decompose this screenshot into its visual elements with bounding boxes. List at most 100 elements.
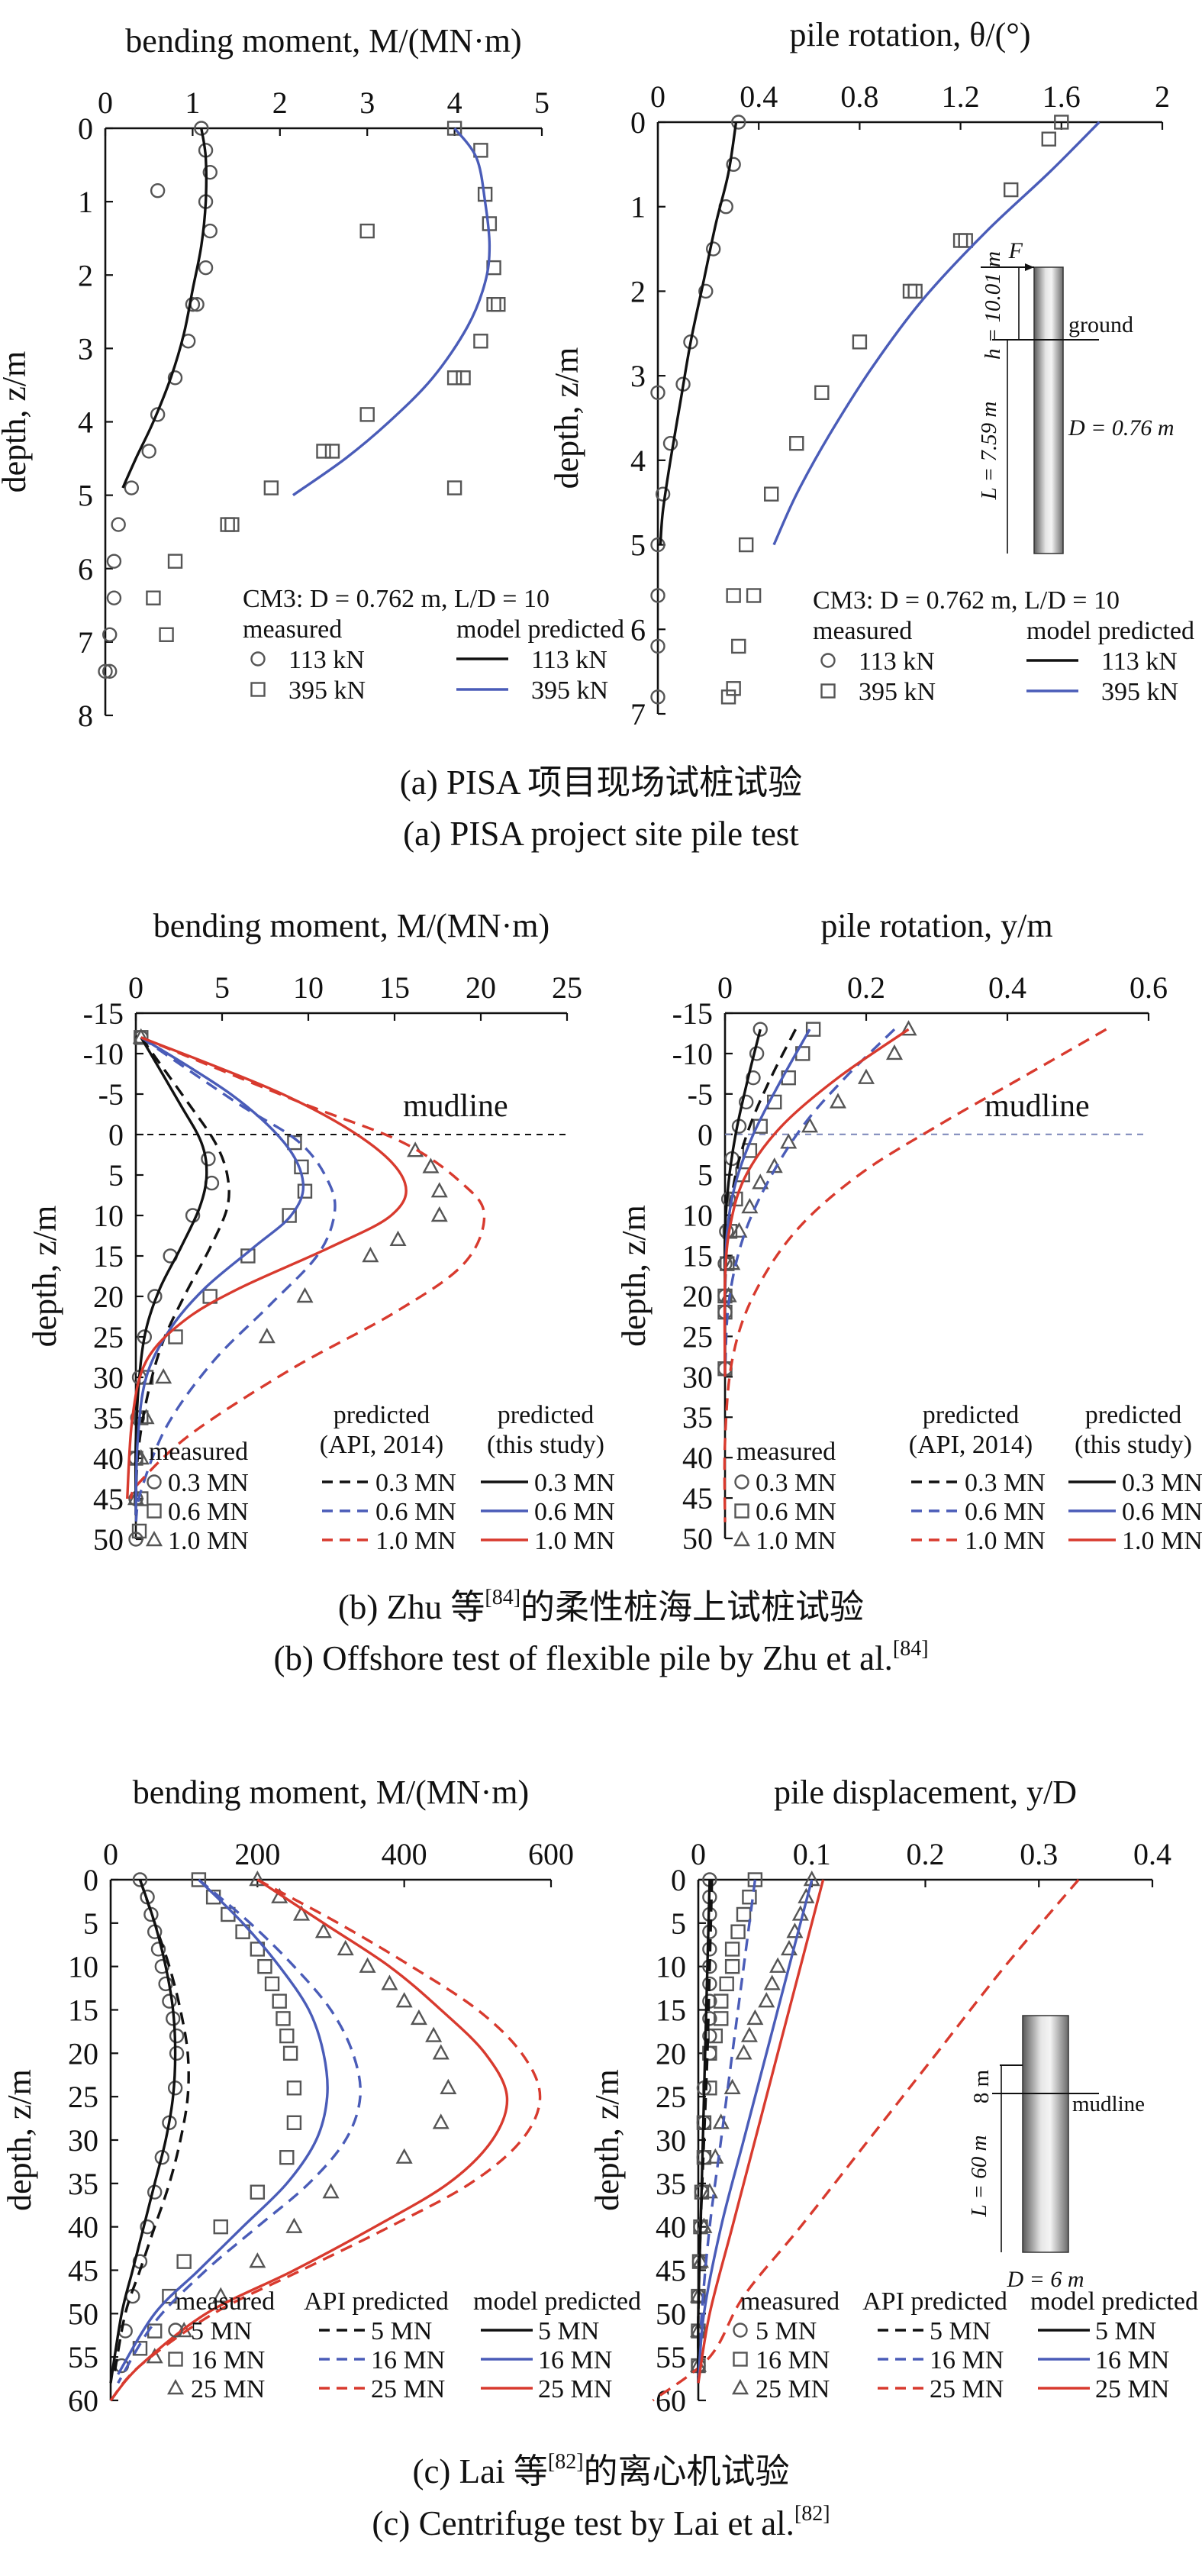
data-point: [250, 2184, 266, 2200]
data-point: [425, 2026, 443, 2042]
chart-title: pile displacement, y/D: [774, 1774, 1077, 1811]
legend-group-study-sub: (this study): [1075, 1431, 1192, 1459]
series-line: [117, 1878, 329, 2375]
y-axis-label: depth, z/m: [1, 2069, 38, 2211]
data-point: [282, 2045, 298, 2061]
data-point: [293, 1905, 311, 1921]
x-tick-label: 4: [447, 86, 462, 120]
series-line: [109, 1879, 177, 2384]
series-line: [109, 1878, 509, 2402]
series-line: [134, 1036, 208, 1516]
y-tick-label: 20: [68, 2036, 98, 2071]
legend-marker: [820, 653, 836, 668]
y-tick-label: 15: [93, 1239, 124, 1273]
data-point: [362, 1246, 379, 1263]
data-point: [805, 1022, 821, 1037]
data-point: [279, 2028, 295, 2044]
legend-label: 16 MN: [930, 2346, 1004, 2374]
data-point: [701, 2183, 718, 2199]
x-tick-label: 0.2: [847, 970, 885, 1005]
legend-marker: [168, 2352, 183, 2367]
data-point: [752, 1022, 768, 1037]
series-c1-3: [113, 1879, 190, 2375]
legend-marker: [168, 2323, 183, 2338]
y-tick-label: 40: [682, 1441, 713, 1475]
y-tick-label: 35: [656, 2167, 686, 2201]
y-tick-label: 20: [682, 1279, 713, 1313]
data-point: [316, 444, 331, 459]
y-axis-label: depth, z/m: [615, 1205, 653, 1347]
series-line: [292, 127, 491, 496]
data-point: [736, 1906, 752, 1922]
x-tick-label: 200: [234, 1837, 280, 1871]
inset-h-label: 8 m: [969, 2069, 994, 2103]
data-point: [264, 1976, 280, 1992]
data-point: [250, 1942, 266, 1957]
data-point: [159, 627, 174, 642]
y-tick-label: 25: [656, 2080, 686, 2114]
series-line: [723, 1028, 1107, 1522]
data-point: [902, 283, 918, 299]
legend-label: 113 kN: [859, 647, 935, 676]
series-c1-7: [117, 1878, 329, 2375]
data-point: [1041, 131, 1056, 147]
data-point: [650, 385, 665, 400]
data-point: [763, 1974, 781, 1990]
y-tick-label: 1: [630, 190, 646, 224]
data-point: [185, 297, 201, 312]
data-point: [852, 334, 868, 350]
x-tick-label: 0: [650, 79, 665, 114]
series-b1-5: [129, 1036, 486, 1499]
x-tick-label: 5: [214, 970, 230, 1005]
caption-a-en-text: (a) PISA project site pile test: [403, 815, 799, 853]
legend-label: 1.0 MN: [534, 1527, 615, 1555]
y-tick-label: 35: [68, 2167, 98, 2201]
series-b2-5: [723, 1028, 1107, 1522]
data-point: [150, 407, 166, 422]
series-c2-8: [697, 1879, 825, 2384]
caption-b-en-ref: [84]: [892, 1637, 929, 1661]
x-tick-label: 0.4: [1133, 1837, 1171, 1871]
series-line: [697, 1879, 814, 2384]
series-b1-6: [134, 1036, 208, 1516]
x-tick-label: 400: [382, 1837, 427, 1871]
data-point: [279, 2150, 295, 2165]
y-tick-label: 30: [93, 1361, 124, 1395]
data-point: [730, 1924, 746, 1939]
series-b2-7: [723, 1028, 811, 1377]
series-a2-3: [772, 121, 1100, 546]
y-tick-label: 0: [78, 111, 93, 146]
legend-group-study-sub: (this study): [487, 1431, 604, 1459]
data-point: [712, 2113, 730, 2129]
data-point: [741, 1198, 759, 1214]
y-tick-label: 4: [78, 405, 93, 440]
data-point: [276, 2011, 291, 2026]
data-point: [150, 1942, 166, 1957]
data-point: [829, 1093, 847, 1109]
legend-label: 25 MN: [371, 2375, 445, 2403]
caption-b-en-pre: (b) Offshore test of flexible pile by Zh…: [273, 1639, 893, 1677]
legend-label: 25 MN: [1095, 2375, 1169, 2403]
legend-group-api: API predicted: [862, 2287, 1007, 2316]
caption-c-en-ref: [82]: [794, 2502, 830, 2526]
data-point: [410, 2009, 427, 2026]
series-b1-7: [134, 1036, 305, 1516]
data-point: [714, 2011, 729, 2026]
x-tick-label: 1.2: [942, 79, 980, 114]
chart-b2: 0 0.2 0.4 0.6 -15 -10 -5 0 5 10 15 20 25 30 35 40 45 50 pi…: [615, 907, 1202, 1556]
data-point: [446, 121, 462, 136]
legend-marker: [147, 1474, 162, 1490]
series-c2-4: [697, 1879, 757, 2384]
y-tick-label: 45: [68, 2254, 98, 2288]
data-point: [359, 407, 375, 422]
data-point: [720, 689, 736, 705]
data-point: [1054, 115, 1069, 130]
data-point: [726, 588, 741, 603]
y-tick-label: 40: [68, 2210, 98, 2245]
data-point: [730, 1222, 748, 1238]
inset-d-label: D = 6 m: [1006, 2267, 1084, 2292]
data-point: [155, 1367, 172, 1384]
x-tick-label: 0.8: [840, 79, 878, 114]
